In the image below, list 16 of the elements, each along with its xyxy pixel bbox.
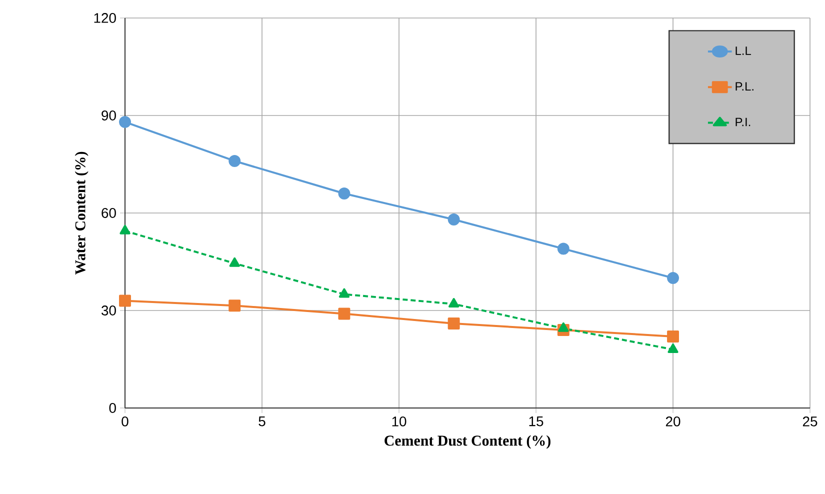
legend-label: P.L. bbox=[736, 82, 754, 90]
x-tick-label: 10 bbox=[392, 416, 406, 426]
x-axis-title: Cement Dust Content (%) bbox=[384, 435, 550, 449]
x-tick-label: 15 bbox=[529, 416, 544, 426]
x-tick-label: 5 bbox=[258, 416, 266, 426]
legend-label: L.L bbox=[736, 46, 751, 55]
x-tick-label: 0 bbox=[122, 416, 128, 426]
x-tick-label: 25 bbox=[802, 416, 818, 426]
legend-label: P.I. bbox=[736, 118, 750, 126]
y-tick-label: 0 bbox=[109, 403, 116, 413]
y-tick-label: 60 bbox=[102, 208, 116, 218]
y-axis-title: Water Content (%) bbox=[74, 152, 88, 275]
y-tick-label: 30 bbox=[102, 306, 116, 316]
x-tick-label: 20 bbox=[666, 416, 680, 426]
y-tick-label: 90 bbox=[102, 110, 116, 120]
y-tick-label: 120 bbox=[94, 13, 116, 23]
